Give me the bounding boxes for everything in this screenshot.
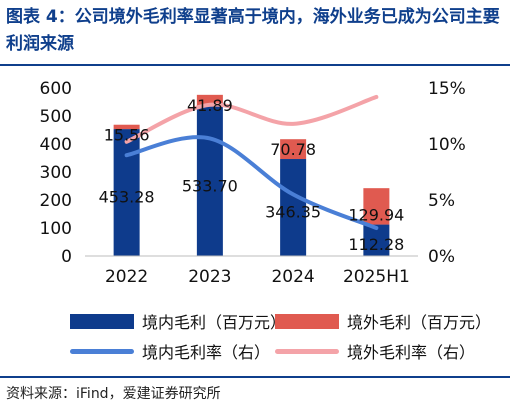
y-right-tick-label: 5% — [428, 191, 455, 211]
legend-item-overseas-profit: 境外毛利（百万元） — [275, 309, 491, 333]
bar-overseas-profit — [113, 124, 140, 130]
legend-item-domestic-margin: 境内毛利率（右） — [70, 339, 270, 363]
legend-label-overseas-profit: 境外毛利（百万元） — [347, 313, 492, 332]
x-tick-label: 2023 — [188, 267, 231, 287]
source-divider — [0, 376, 510, 378]
y-right-tick-label: 10% — [428, 135, 466, 155]
legend-item-domestic-profit: 境内毛利（百万元） — [70, 309, 286, 333]
legend-label-overseas-margin: 境外毛利率（右） — [347, 343, 476, 362]
y-left-tick-label: 300 — [40, 163, 72, 183]
y-left-tick-label: 600 — [40, 79, 72, 99]
data-label-overseas: 15.56 — [104, 126, 150, 145]
title-divider — [0, 64, 510, 66]
line-overseas-margin — [124, 94, 379, 144]
bar-overseas-profit — [363, 188, 390, 225]
legend-swatch-domestic-profit — [70, 313, 134, 329]
data-label-overseas: 70.78 — [270, 140, 316, 159]
bar-domestic-profit — [196, 106, 223, 256]
bar-overseas-profit — [280, 139, 307, 160]
bar-overseas-profit — [196, 94, 223, 107]
legend-swatch-overseas-profit — [275, 313, 339, 329]
legend-swatch-domestic-margin — [70, 348, 134, 354]
y-right-tick-label: 15% — [428, 79, 466, 99]
data-label-domestic: 453.28 — [99, 188, 155, 207]
y-right-tick-label: 0% — [428, 247, 455, 267]
data-label-overseas: 41.89 — [187, 96, 233, 115]
bar-domestic-profit — [280, 159, 307, 256]
legend-item-overseas-margin: 境外毛利率（右） — [275, 339, 475, 363]
y-left-tick-label: 500 — [40, 107, 72, 127]
x-tick-label: 2024 — [271, 267, 314, 287]
x-tick-label: 2022 — [105, 267, 148, 287]
source-note: 资料来源：iFind，爱建证券研究所 — [6, 386, 221, 402]
gross-profit-chart: 453.28 533.70 346.35 112.28 15.56 41.89 70.78 1… — [40, 79, 466, 287]
y-left-tick-label: 100 — [40, 219, 72, 239]
data-label-domestic: 533.70 — [182, 176, 238, 195]
legend-swatch-overseas-margin — [275, 348, 339, 354]
legend-label-domestic-margin: 境内毛利率（右） — [142, 343, 271, 362]
x-tick-label: 2025H1 — [343, 267, 410, 287]
line-domestic-margin — [124, 135, 379, 230]
bar-domestic-profit — [113, 129, 140, 256]
chart-legend: 境内毛利（百万元） 境外毛利（百万元） 境内毛利率（右） 境外毛利率（右） — [0, 305, 510, 365]
page-title: 图表 4：公司境外毛利率显著高于境内，海外业务已成为公司主要利润来源 — [6, 7, 500, 54]
y-left-tick-label: 0 — [61, 247, 72, 267]
y-left-tick-label: 200 — [40, 191, 72, 211]
data-label-domestic: 346.35 — [265, 203, 321, 222]
y-left-tick-label: 400 — [40, 135, 72, 155]
data-label-domestic: 112.28 — [348, 235, 404, 254]
data-label-overseas: 129.94 — [348, 205, 404, 224]
legend-label-domestic-profit: 境内毛利（百万元） — [142, 313, 287, 332]
